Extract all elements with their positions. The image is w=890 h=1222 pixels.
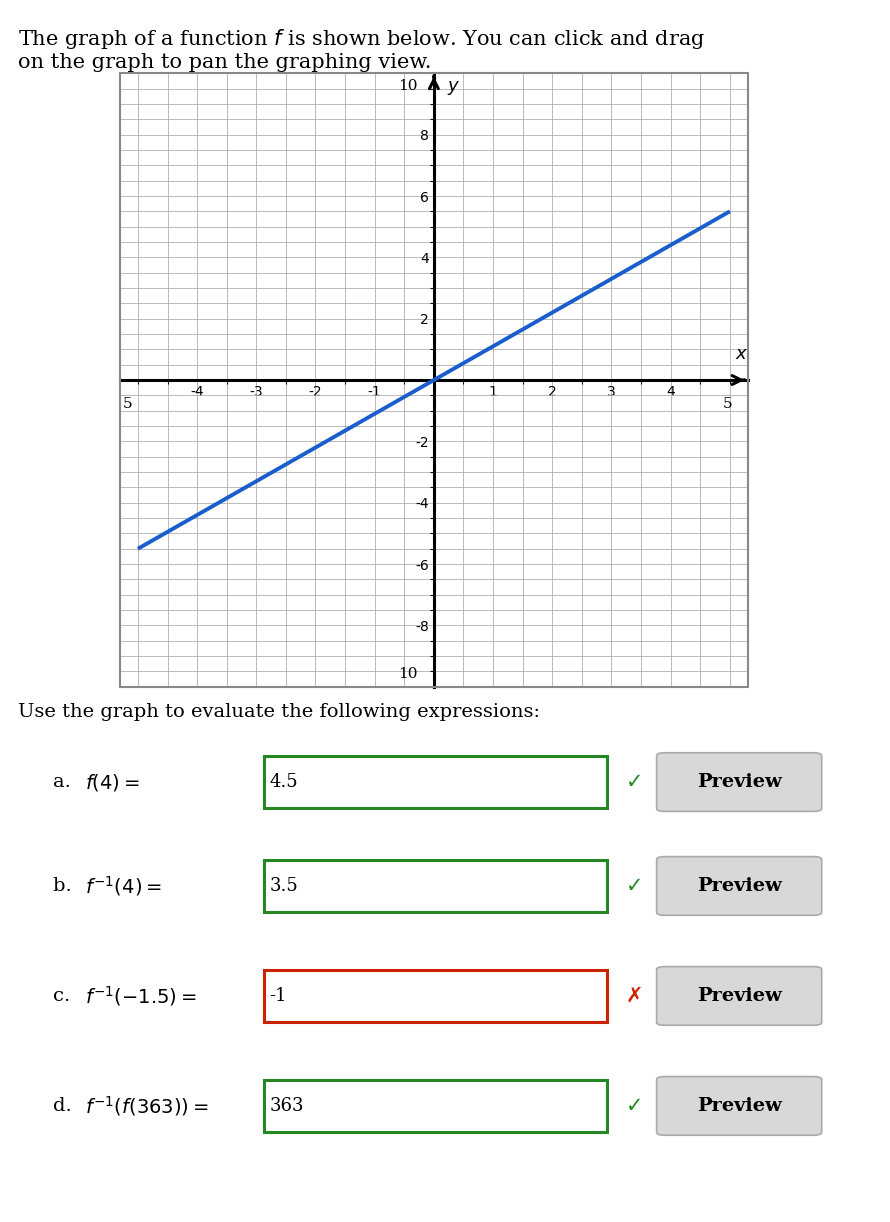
Text: ✓: ✓ (626, 772, 643, 792)
Text: 3.5: 3.5 (270, 877, 298, 895)
FancyBboxPatch shape (657, 857, 821, 915)
Text: Preview: Preview (697, 774, 781, 791)
Text: $f^{-1}(-1.5) = $: $f^{-1}(-1.5) = $ (85, 984, 197, 1008)
Text: Preview: Preview (697, 1097, 781, 1114)
Text: The graph of a function $f$ is shown below. You can click and drag: The graph of a function $f$ is shown bel… (18, 27, 705, 51)
FancyBboxPatch shape (264, 859, 607, 913)
Text: 10: 10 (398, 667, 417, 681)
FancyBboxPatch shape (264, 755, 607, 809)
Text: Preview: Preview (697, 877, 781, 895)
Text: on the graph to pan the graphing view.: on the graph to pan the graphing view. (18, 53, 432, 72)
Text: $f^{-1}(4) = $: $f^{-1}(4) = $ (85, 874, 161, 898)
Text: $f(4) = $: $f(4) = $ (85, 771, 139, 793)
Text: b.: b. (53, 877, 78, 895)
Text: 363: 363 (270, 1097, 304, 1114)
Text: c.: c. (53, 987, 77, 1004)
Text: -1: -1 (270, 987, 287, 1004)
Text: ✓: ✓ (626, 1096, 643, 1116)
Text: $f^{-1}(f(363)) = $: $f^{-1}(f(363)) = $ (85, 1094, 208, 1118)
Text: d.: d. (53, 1097, 78, 1114)
FancyBboxPatch shape (657, 753, 821, 811)
FancyBboxPatch shape (264, 969, 607, 1023)
Text: $y$: $y$ (447, 79, 460, 98)
Text: 4.5: 4.5 (270, 774, 298, 791)
Text: a.: a. (53, 774, 77, 791)
Text: ✗: ✗ (626, 986, 643, 1006)
Text: 5: 5 (122, 397, 132, 411)
Text: Preview: Preview (697, 987, 781, 1004)
Text: ✓: ✓ (626, 876, 643, 896)
Text: 5: 5 (723, 397, 732, 411)
Text: $x$: $x$ (735, 345, 748, 363)
Text: Use the graph to evaluate the following expressions:: Use the graph to evaluate the following … (18, 703, 540, 721)
FancyBboxPatch shape (264, 1079, 607, 1133)
FancyBboxPatch shape (657, 1077, 821, 1135)
Text: 10: 10 (398, 79, 417, 93)
FancyBboxPatch shape (657, 967, 821, 1025)
